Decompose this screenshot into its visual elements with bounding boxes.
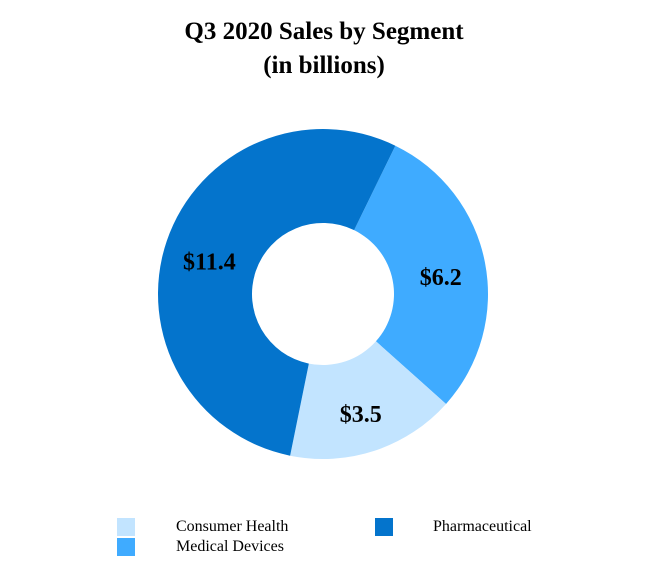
slice-pharmaceutical [157,128,396,456]
legend-label-medical-devices: Medical Devices [176,538,284,555]
data-label-pharmaceutical: $11.4 [183,249,236,275]
legend-swatch-pharmaceutical [375,518,393,536]
slice-medical-devices [354,145,488,404]
chart-title: Q3 2020 Sales by Segment [184,18,464,45]
chart-subtitle: (in billions) [263,52,385,79]
data-label-consumer-health: $3.5 [340,402,382,428]
legend-label-pharmaceutical: Pharmaceutical [433,518,532,535]
legend-swatch-consumer-health [117,518,135,536]
legend-label-consumer-health: Consumer Health [176,518,289,535]
data-label-medical-devices: $6.2 [420,265,462,291]
slice-consumer-health [290,341,447,459]
legend-swatch-medical-devices [117,538,135,556]
